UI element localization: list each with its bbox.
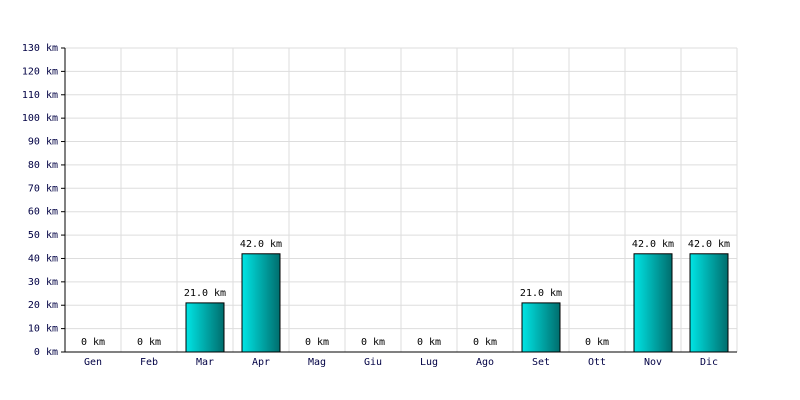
- x-tick-label: Mar: [196, 357, 214, 368]
- x-tick-label: Dic: [700, 357, 718, 368]
- x-tick-label: Feb: [140, 357, 158, 368]
- y-tick-label: 70 km: [28, 183, 58, 194]
- y-tick-label: 60 km: [28, 207, 58, 218]
- value-label: 0 km: [305, 337, 329, 348]
- x-tick-label: Giu: [364, 357, 382, 368]
- y-tick-label: 20 km: [28, 300, 58, 311]
- value-label: 0 km: [137, 337, 161, 348]
- y-tick-label: 120 km: [22, 66, 58, 77]
- bar: [521, 302, 561, 353]
- bar: [241, 253, 281, 353]
- value-label: 0 km: [473, 337, 497, 348]
- x-tick-label: Ago: [476, 357, 494, 368]
- value-label: 42.0 km: [632, 239, 674, 250]
- x-tick-label: Lug: [420, 357, 438, 368]
- bar: [689, 253, 729, 353]
- x-tick-label: Mag: [308, 357, 326, 368]
- x-tick-label: Ott: [588, 357, 606, 368]
- value-label: 21.0 km: [520, 288, 562, 299]
- x-tick-label: Set: [532, 357, 550, 368]
- y-tick-label: 0 km: [34, 347, 58, 358]
- x-tick-label: Gen: [84, 357, 102, 368]
- y-tick-label: 10 km: [28, 324, 58, 335]
- y-tick-label: 80 km: [28, 160, 58, 171]
- value-label: 0 km: [585, 337, 609, 348]
- y-tick-label: 110 km: [22, 90, 58, 101]
- value-label: 42.0 km: [688, 239, 730, 250]
- value-label: 42.0 km: [240, 239, 282, 250]
- value-label: 0 km: [361, 337, 385, 348]
- value-label: 0 km: [81, 337, 105, 348]
- y-tick-label: 50 km: [28, 230, 58, 241]
- y-tick-label: 90 km: [28, 137, 58, 148]
- bar: [185, 302, 225, 353]
- x-tick-label: Apr: [252, 357, 270, 368]
- y-tick-label: 130 km: [22, 43, 58, 54]
- y-tick-label: 30 km: [28, 277, 58, 288]
- y-tick-label: 40 km: [28, 253, 58, 264]
- value-label: 21.0 km: [184, 288, 226, 299]
- y-tick-label: 100 km: [22, 113, 58, 124]
- x-tick-label: Nov: [644, 357, 662, 368]
- value-label: 0 km: [417, 337, 441, 348]
- bar: [633, 253, 673, 353]
